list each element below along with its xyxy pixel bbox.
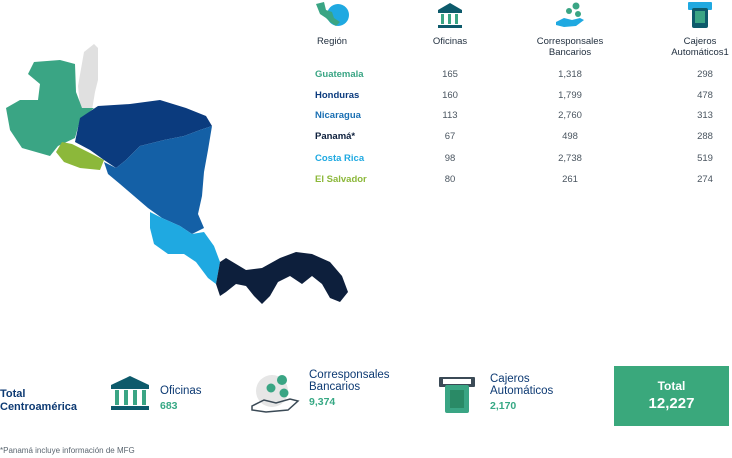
row-country-name: Costa Rica: [315, 153, 365, 164]
mexico-gray-region: [78, 44, 98, 112]
map-costa-rica: [150, 212, 220, 284]
row-corresponsales-value: 1,318: [558, 69, 582, 80]
header-region-label: Región: [316, 36, 348, 47]
kpi-corresponsales-value: 9,374: [309, 396, 336, 408]
row-country-name: Honduras: [315, 90, 360, 101]
kpi-oficinas: Oficinas 683: [160, 385, 202, 412]
row-cajeros-value: 288: [697, 131, 713, 142]
grand-total-label: Total: [657, 379, 686, 393]
row-corresponsales-value: 498: [562, 131, 578, 142]
grand-total-box: Total 12,227: [614, 366, 729, 426]
bank-icon: [111, 376, 149, 410]
table-row: Honduras 160 1,799 478: [310, 90, 730, 110]
row-country-name: El Salvador: [315, 174, 367, 185]
table-row: Costa Rica 98 2,738 519: [310, 153, 730, 173]
kpi-oficinas-value: 683: [160, 400, 178, 412]
row-oficinas-value: 165: [442, 69, 458, 80]
row-cajeros-value: 313: [697, 110, 713, 121]
kpi-oficinas-label: Oficinas: [160, 385, 202, 397]
map-icon: [316, 2, 349, 26]
row-corresponsales-value: 2,738: [558, 153, 582, 164]
central-america-map: [6, 44, 348, 304]
footnote: *Panamá incluye información de MFG: [0, 446, 135, 455]
header-corresponsales: Corresponsales Bancarios: [530, 0, 610, 58]
map-el-salvador: [56, 142, 104, 170]
row-oficinas-value: 67: [444, 131, 456, 142]
table-row: Guatemala 165 1,318 298: [310, 69, 730, 89]
row-country-name: Guatemala: [315, 69, 364, 80]
grand-total-value: 12,227: [648, 395, 695, 412]
kpi-corresponsales: Corresponsales Bancarios 9,374: [309, 369, 390, 408]
row-oficinas-value: 160: [442, 90, 458, 101]
row-cajeros-value: 274: [697, 174, 713, 185]
kpi-cajeros: Cajeros Automáticos 2,170: [490, 373, 553, 412]
atm-icon: [439, 377, 475, 413]
atm-icon: [688, 2, 712, 28]
map-nicaragua: [104, 126, 212, 234]
row-corresponsales-value: 2,760: [558, 110, 582, 121]
row-country-name: Nicaragua: [315, 110, 361, 121]
map-guatemala: [6, 60, 94, 156]
row-oficinas-value: 98: [444, 153, 456, 164]
row-cajeros-value: 478: [697, 90, 713, 101]
header-oficinas-label: Oficinas: [432, 36, 468, 47]
header-corresponsales-label-1: Corresponsales: [536, 36, 604, 47]
row-corresponsales-value: 1,799: [558, 90, 582, 101]
bank-icon: [438, 3, 462, 28]
map-honduras: [75, 100, 212, 168]
table-row: Panamá* 67 498 288: [310, 131, 730, 151]
header-cajeros-label-2: Automáticos1: [671, 47, 729, 58]
table-row: El Salvador 80 261 274: [310, 174, 730, 194]
total-label-line-1: Total: [0, 388, 26, 400]
header-cajeros: Cajeros Automáticos1: [665, 0, 732, 58]
header-cajeros-label-1: Cajeros: [683, 36, 717, 47]
row-cajeros-value: 519: [697, 153, 713, 164]
total-centroamerica-label: Total Centroamérica: [0, 388, 77, 414]
row-country-name: Panamá*: [315, 131, 356, 142]
hand-coins-icon: [556, 2, 584, 27]
row-oficinas-value: 113: [442, 110, 458, 121]
kpi-cajeros-label-1: Cajeros: [490, 373, 530, 385]
row-oficinas-value: 80: [444, 174, 456, 185]
total-label-line-2: Centroamérica: [0, 401, 78, 413]
row-cajeros-value: 298: [697, 69, 713, 80]
header-oficinas: Oficinas: [425, 0, 475, 47]
map-panama: [216, 252, 348, 304]
hand-coins-icon: [251, 375, 300, 413]
header-region: Región: [302, 0, 362, 47]
table-row: Nicaragua 113 2,760 313: [310, 110, 730, 130]
kpi-cajeros-value: 2,170: [490, 400, 517, 412]
kpi-corresponsales-label-2: Bancarios: [309, 381, 361, 393]
kpi-corresponsales-label-1: Corresponsales: [309, 369, 390, 381]
row-corresponsales-value: 261: [562, 174, 578, 185]
kpi-cajeros-label-2: Automáticos: [490, 385, 554, 397]
header-corresponsales-label-2: Bancarios: [548, 47, 592, 58]
